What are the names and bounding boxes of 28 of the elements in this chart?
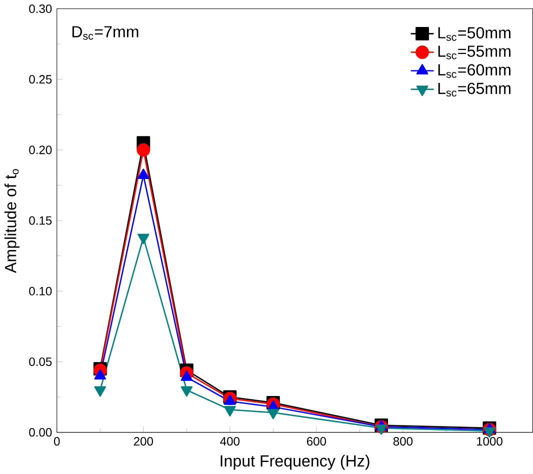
y-tick-label: 0.30 bbox=[29, 4, 52, 13]
point bbox=[267, 408, 280, 420]
y-tick-label: 0.20 bbox=[29, 146, 52, 154]
y-tick-label: 0.15 bbox=[29, 216, 52, 225]
point bbox=[136, 143, 150, 157]
y-tick-label: 0.25 bbox=[29, 74, 52, 84]
legend-label: L$_{sc}$=50mm bbox=[438, 26, 510, 41]
point bbox=[484, 427, 496, 438]
x-tick-label: 0 bbox=[54, 436, 60, 446]
y-tick-label: 0.05 bbox=[29, 357, 52, 366]
point bbox=[180, 386, 193, 397]
legend-label: L$_{sc}$=60mm bbox=[438, 64, 510, 78]
y-axis-title: Amplitude of t$_{o}$ bbox=[4, 169, 20, 273]
point bbox=[138, 168, 150, 179]
annotation: D$_{sc}$=7mm bbox=[72, 26, 138, 40]
x-tick-label: 400 bbox=[220, 436, 240, 446]
x-axis-title: Input Frequency (Hz) bbox=[220, 454, 370, 470]
y-tick-label: 0.00 bbox=[29, 428, 52, 436]
point bbox=[375, 424, 388, 435]
legend-label: L$_{sc}$=65mm bbox=[438, 82, 510, 96]
x-tick-label: 800 bbox=[393, 436, 413, 446]
point bbox=[94, 386, 106, 397]
point bbox=[224, 406, 236, 416]
legend-label: L$_{sc}$=55mm bbox=[438, 46, 510, 60]
x-tick-label: 200 bbox=[134, 436, 153, 446]
x-tick-label: 1000 bbox=[476, 436, 502, 446]
x-tick-label: 600 bbox=[306, 436, 326, 446]
y-tick-label: 0.10 bbox=[29, 286, 52, 296]
